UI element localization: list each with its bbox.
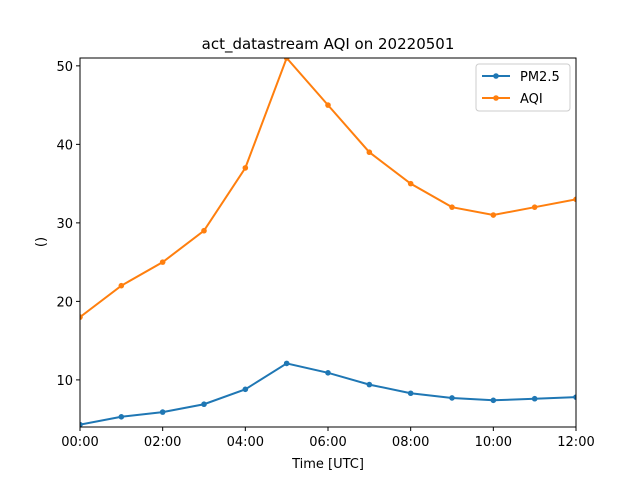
data-point-pm2-5 <box>201 401 207 408</box>
data-point-aqi <box>573 196 576 203</box>
y-tick-label: 10 <box>56 374 73 389</box>
data-point-pm2-5 <box>449 395 455 401</box>
y-tick-label: 30 <box>56 217 73 232</box>
data-point-aqi <box>325 102 331 108</box>
y-axis-label: () <box>34 237 49 247</box>
legend: PM2.5 AQI <box>475 63 571 112</box>
plot-area <box>80 58 576 427</box>
x-tick-label: 06:00 <box>309 435 346 450</box>
x-tick-label: 02:00 <box>144 435 181 450</box>
data-point-pm2-5 <box>407 390 414 397</box>
y-axis: 10 20 30 40 50 <box>56 60 80 389</box>
x-tick-label: 12:00 <box>557 435 594 450</box>
data-point-pm2-5 <box>490 397 497 404</box>
data-point-pm2-5 <box>80 421 83 427</box>
x-axis-label: Time [UTC] <box>291 457 364 472</box>
data-point-aqi <box>366 149 373 156</box>
data-point-pm2-5 <box>366 381 373 388</box>
data-point-aqi <box>80 314 83 320</box>
data-point-aqi <box>283 58 290 61</box>
data-point-aqi <box>531 204 538 210</box>
legend-marker-aqi <box>493 95 499 101</box>
data-point-pm2-5 <box>159 409 166 415</box>
data-point-aqi <box>201 227 207 234</box>
data-point-aqi <box>407 180 414 187</box>
x-tick-label: 00:00 <box>61 435 98 450</box>
y-tick-label: 50 <box>56 60 73 75</box>
data-point-pm2-5 <box>242 386 249 393</box>
x-tick-label: 10:00 <box>475 435 512 450</box>
data-point-pm2-5 <box>118 413 125 420</box>
chart-title: act_datastream AQI on 20220501 <box>202 35 455 54</box>
y-tick-label: 40 <box>56 138 73 153</box>
legend-marker-pm2-5 <box>493 73 499 79</box>
data-point-aqi <box>159 259 166 265</box>
y-tick-label: 20 <box>56 295 73 310</box>
x-tick-label: 04:00 <box>227 435 264 450</box>
data-point-pm2-5 <box>283 360 290 367</box>
x-tick-label: 08:00 <box>392 435 429 450</box>
data-point-aqi <box>242 165 249 171</box>
data-point-aqi <box>490 212 497 218</box>
legend-label-pm2-5: PM2.5 <box>520 70 560 85</box>
legend-label-aqi: AQI <box>520 92 543 107</box>
data-point-aqi <box>449 204 455 210</box>
x-axis: 00:00 02:00 04:00 06:00 08:00 10:00 12:00 <box>61 427 595 450</box>
data-point-aqi <box>118 282 125 289</box>
data-point-pm2-5 <box>531 395 538 402</box>
data-point-pm2-5 <box>325 370 331 376</box>
data-point-pm2-5 <box>573 394 576 400</box>
